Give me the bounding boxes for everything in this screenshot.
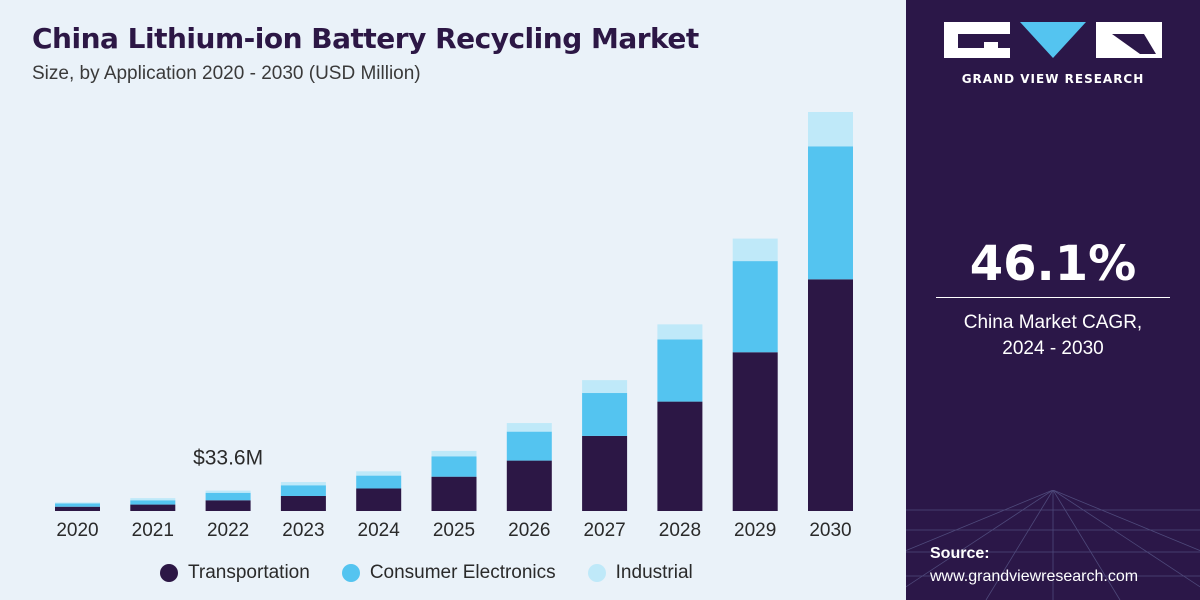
bar-industrial-2030 bbox=[808, 112, 853, 147]
legend-item-transportation: Transportation bbox=[160, 562, 310, 584]
cagr-label: China Market CAGR, 2024 - 2030 bbox=[906, 310, 1200, 362]
bar-transportation-2025 bbox=[431, 476, 477, 511]
chart-title: China Lithium-ion Battery Recycling Mark… bbox=[32, 22, 699, 55]
bar-transportation-2029 bbox=[732, 352, 778, 511]
bar-consumer-electronics-2029 bbox=[732, 261, 778, 353]
legend-swatch-transportation bbox=[160, 564, 178, 582]
bar-industrial-2021 bbox=[130, 498, 176, 501]
bar-industrial-2022 bbox=[205, 490, 251, 493]
brand-name: GRAND VIEW RESEARCH bbox=[961, 72, 1145, 86]
x-tick-label-2021: 2021 bbox=[132, 520, 174, 541]
bar-consumer-electronics-2023 bbox=[280, 485, 326, 496]
bar-transportation-2022 bbox=[205, 500, 251, 511]
bar-transportation-2028 bbox=[657, 401, 703, 511]
x-tick-label-2027: 2027 bbox=[583, 520, 625, 541]
bar-industrial-2026 bbox=[506, 423, 552, 432]
grand-view-research-logo-icon bbox=[944, 22, 1162, 58]
legend-label-industrial: Industrial bbox=[615, 562, 693, 583]
bar-industrial-2028 bbox=[657, 324, 703, 340]
data-label-2022: $33.6M bbox=[193, 447, 263, 470]
bar-transportation-2024 bbox=[356, 488, 402, 511]
stats-sidebar: GRAND VIEW RESEARCH 46.1% China Market C… bbox=[906, 0, 1200, 600]
x-tick-label-2026: 2026 bbox=[508, 520, 550, 541]
legend-label-consumer-electronics: Consumer Electronics bbox=[369, 562, 556, 583]
bar-industrial-2020 bbox=[55, 502, 100, 504]
bar-industrial-2024 bbox=[356, 471, 402, 476]
x-tick-label-2023: 2023 bbox=[282, 520, 324, 541]
bar-consumer-electronics-2022 bbox=[205, 492, 251, 501]
bar-transportation-2027 bbox=[582, 435, 628, 511]
bar-industrial-2027 bbox=[582, 380, 628, 394]
bar-industrial-2029 bbox=[732, 238, 778, 262]
legend-item-industrial: Industrial bbox=[587, 562, 693, 584]
bar-consumer-electronics-2020 bbox=[55, 503, 100, 507]
cagr-value: 46.1% bbox=[969, 236, 1137, 292]
legend-label-transportation: Transportation bbox=[188, 562, 310, 583]
x-tick-label-2024: 2024 bbox=[358, 520, 401, 541]
bar-transportation-2026 bbox=[506, 460, 552, 511]
bar-transportation-2030 bbox=[808, 279, 853, 511]
legend-swatch-consumer-electronics bbox=[341, 564, 360, 582]
x-tick-label-2022: 2022 bbox=[207, 520, 249, 541]
x-tick-label-2029: 2029 bbox=[734, 520, 776, 541]
chart-subtitle: Size, by Application 2020 - 2030 (USD Mi… bbox=[32, 63, 421, 84]
bar-industrial-2025 bbox=[431, 450, 477, 457]
bar-consumer-electronics-2028 bbox=[657, 339, 703, 402]
bar-consumer-electronics-2030 bbox=[808, 146, 853, 280]
bar-consumer-electronics-2026 bbox=[506, 431, 552, 461]
bar-transportation-2021 bbox=[130, 504, 176, 511]
bar-industrial-2023 bbox=[280, 482, 326, 486]
bar-consumer-electronics-2027 bbox=[582, 393, 628, 436]
bar-consumer-electronics-2024 bbox=[356, 475, 402, 489]
x-tick-label-2030: 2030 bbox=[809, 520, 851, 541]
divider bbox=[936, 297, 1170, 298]
decorative-grid bbox=[906, 490, 1200, 600]
bar-consumer-electronics-2025 bbox=[431, 456, 477, 477]
x-tick-label-2028: 2028 bbox=[659, 520, 701, 541]
chart-panel: China Lithium-ion Battery Recycling Mark… bbox=[32, 22, 853, 584]
chart-legend: Transportation Consumer Electronics Indu… bbox=[160, 562, 693, 584]
bar-transportation-2023 bbox=[280, 495, 326, 511]
source-label: Source: bbox=[930, 545, 990, 562]
source-url[interactable]: www.grandviewresearch.com bbox=[930, 568, 1139, 585]
stacked-bar-chart: 2020 2021 2022 2023 2024 2025 2026 2027 2028 2029… bbox=[55, 112, 853, 541]
legend-item-consumer-electronics: Consumer Electronics bbox=[341, 562, 556, 584]
cagr-label-line2: 2024 - 2030 bbox=[1002, 338, 1104, 359]
bar-transportation-2020 bbox=[55, 506, 100, 511]
x-tick-label-2025: 2025 bbox=[433, 520, 475, 541]
bar-consumer-electronics-2021 bbox=[130, 500, 176, 505]
legend-swatch-industrial bbox=[587, 564, 606, 582]
cagr-label-line1: China Market CAGR, bbox=[963, 312, 1143, 333]
x-tick-label-2020: 2020 bbox=[56, 520, 98, 541]
